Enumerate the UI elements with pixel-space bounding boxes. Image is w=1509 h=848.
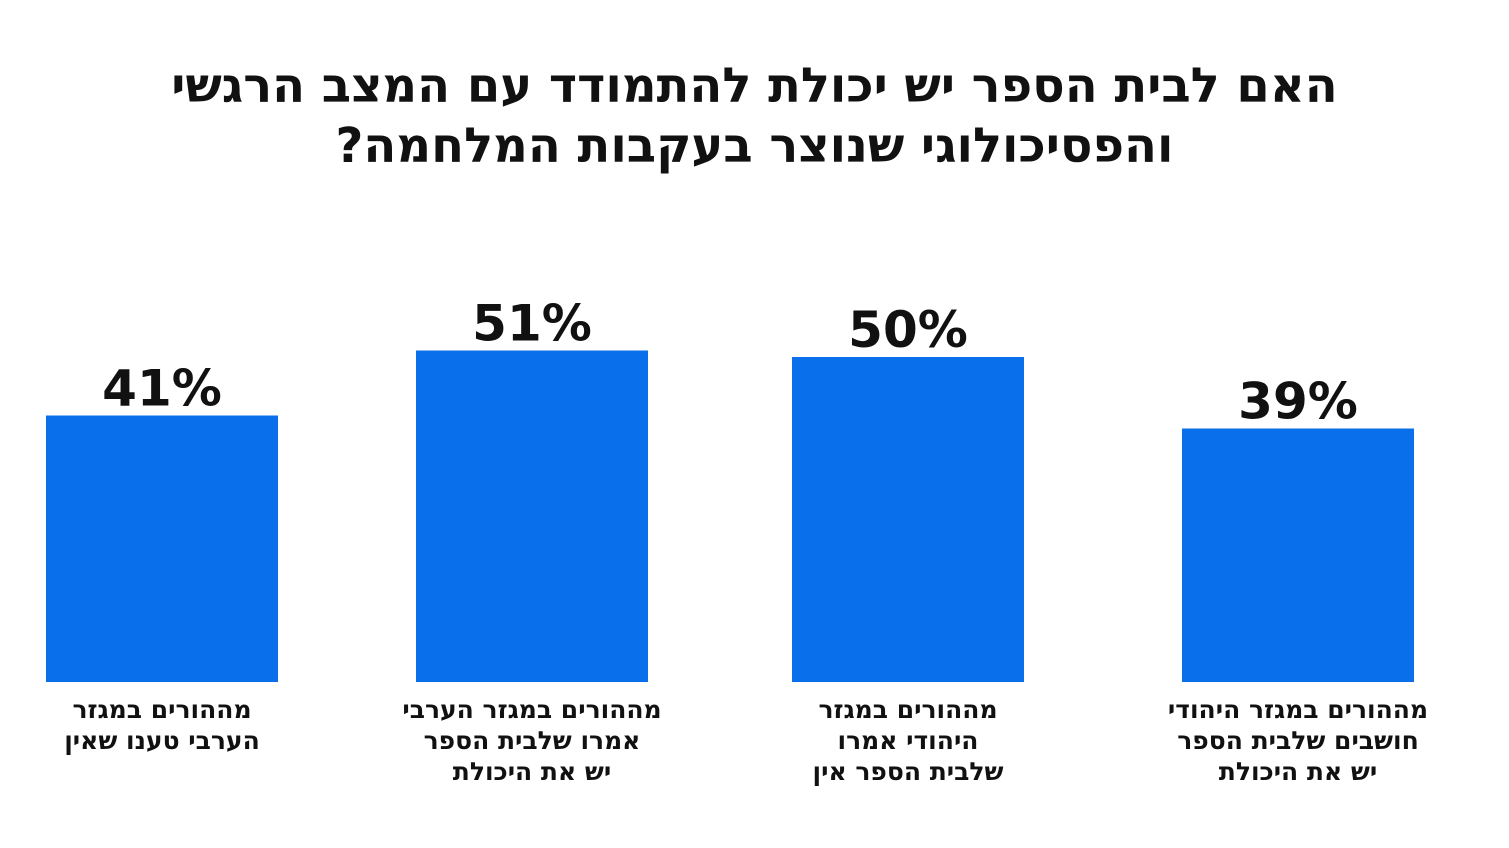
bar-3 bbox=[792, 357, 1024, 682]
value-label-1: 41% bbox=[102, 360, 222, 418]
category-label-2: מההורים במגזר הערבי אמרו שלבית הספר יש א… bbox=[402, 695, 662, 786]
chart-title: האם לבית הספר יש יכולת להתמודד עם המצב ה… bbox=[171, 58, 1338, 174]
bar-4 bbox=[1182, 428, 1414, 682]
value-label-4: 39% bbox=[1238, 373, 1358, 431]
value-label-2: 51% bbox=[472, 295, 592, 353]
category-label-4: מההורים במגזר היהודי חושבים שלבית הספר י… bbox=[1167, 695, 1429, 786]
bar-1 bbox=[46, 415, 278, 682]
category-label-1: מההורים במגזר הערבי טענו שאין bbox=[64, 695, 260, 755]
value-label-3: 50% bbox=[848, 301, 968, 359]
bar-2 bbox=[416, 350, 648, 682]
category-label-3: מההורים במגזר היהודי אמרו שלבית הספר אין bbox=[812, 695, 1004, 786]
